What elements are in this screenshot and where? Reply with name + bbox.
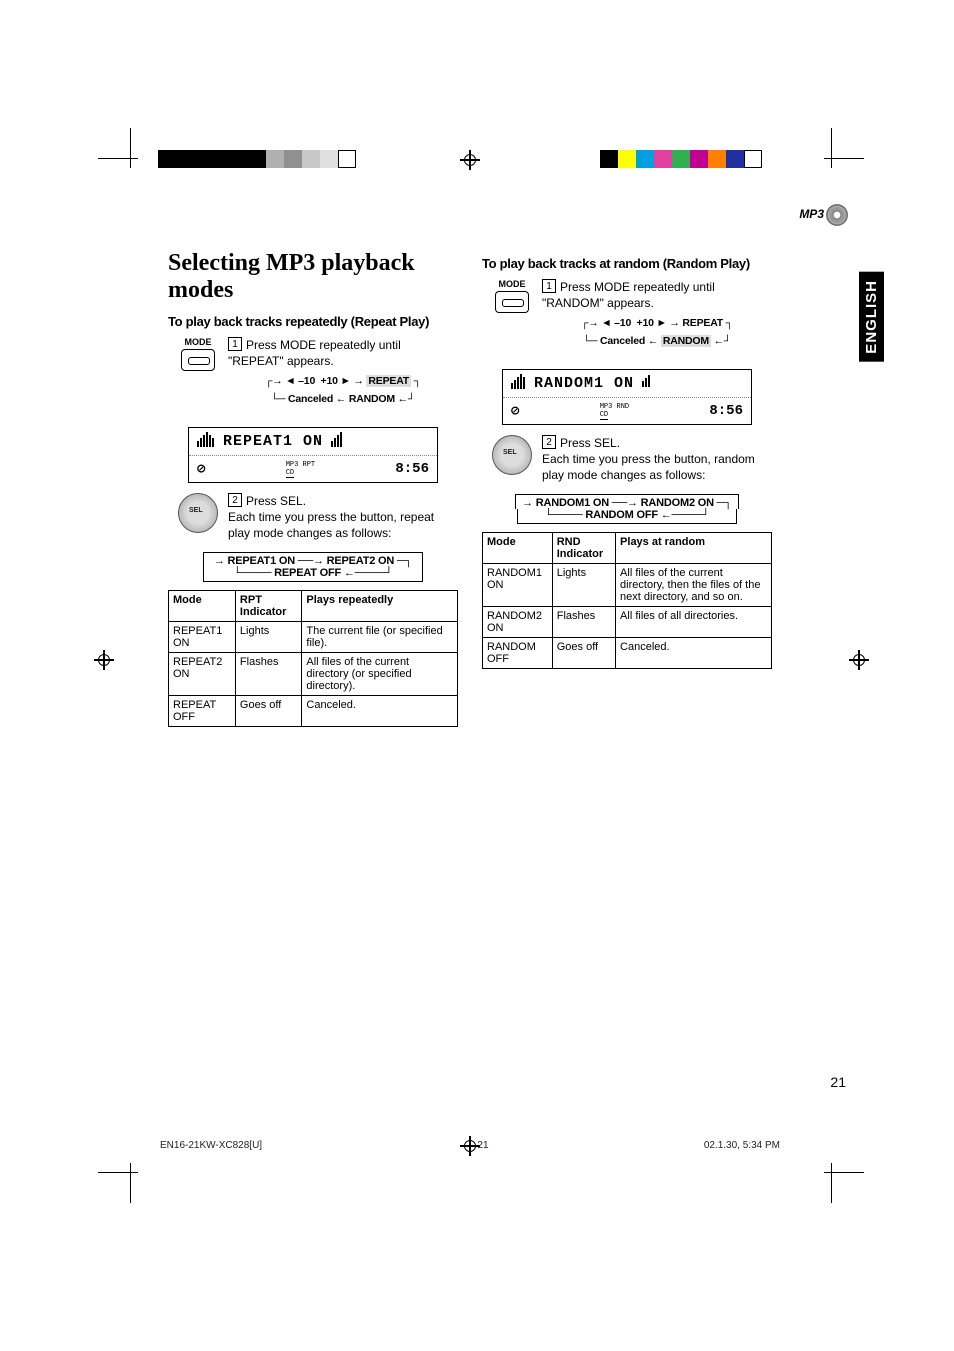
table-row: RANDOM2 ONFlashesAll files of all direct… [483,606,772,637]
mp3-badge: MP3 [799,204,848,226]
mode-button-graphic: MODE [482,279,542,313]
table-header: Mode [169,590,236,621]
random-heading: To play back tracks at random (Random Pl… [482,256,772,271]
repeat-heading: To play back tracks repeatedly (Repeat P… [168,314,458,329]
step-1: MODE 1Press MODE repeatedly until "RANDO… [482,279,772,361]
step-1-text: Press MODE repeatedly until "REPEAT" app… [228,338,401,368]
cycle-diagram: → REPEAT1 ON ──→ REPEAT2 ON ─┐ └──── REP… [168,552,458,582]
crosshair-icon [460,150,480,170]
crosshair-icon [94,650,114,670]
table-row: RANDOM OFFGoes offCanceled. [483,637,772,668]
step-2a-text: Press SEL. [560,436,620,450]
step-2b-text: Each time you press the button, repeat p… [228,510,434,540]
table-header: Plays at random [616,532,772,563]
step-number: 2 [228,493,242,507]
table-header: Plays repeatedly [302,590,458,621]
crosshair-icon [849,650,869,670]
footer-datetime: 02.1.30, 5:34 PM [704,1140,780,1151]
step-number: 1 [542,279,556,293]
step-1-text: Press MODE repeatedly until "RANDOM" app… [542,280,715,310]
flow-diagram: ┌→ ◄ –10 +10 ► → REPEAT ┐ └─ Canceled ← … [228,373,458,409]
left-column: Selecting MP3 playback modes To play bac… [168,250,458,727]
step-2: 2 Press SEL. Each time you press the butt… [168,493,458,542]
lcd-time: 8:56 [395,461,429,477]
lcd-display: RANDOM1 ON ⊘ MP3 RNDCD 8:56 [502,369,752,425]
flow-diagram: ┌→ ◄ –10 +10 ► → REPEAT ┐ └─ Canceled ← … [542,315,772,351]
table-row: REPEAT2 ONFlashesAll files of the curren… [169,652,458,695]
table-row: REPEAT1 ONLightsThe current file (or spe… [169,621,458,652]
trim-mark [130,1163,131,1203]
lcd-time: 8:56 [709,403,743,419]
disc-icon [826,204,848,226]
footer-doc: EN16-21KW-XC828[U] [160,1140,262,1151]
page-title: Selecting MP3 playback modes [168,250,458,304]
page-content: Selecting MP3 playback modes To play bac… [168,250,776,727]
cycle-diagram: → RANDOM1 ON ──→ RANDOM2 ON ─┐ └──── RAN… [482,494,772,524]
repeat-mode-table: ModeRPT IndicatorPlays repeatedly REPEAT… [168,590,458,727]
mp3-label: MP3 [799,207,824,221]
trim-mark [130,128,131,168]
mode-label: MODE [482,279,542,289]
page-number: 21 [830,1074,846,1090]
step-number: 2 [542,435,556,449]
footer-page: 21 [477,1140,488,1151]
trim-mark [98,158,138,159]
step-1: MODE 1Press MODE repeatedly until "REPEA… [168,337,458,419]
step-number: 1 [228,337,242,351]
table-header: RND Indicator [552,532,615,563]
table-header: RPT Indicator [235,590,301,621]
step-2b-text: Each time you press the button, random p… [542,452,755,482]
step-2: 2 Press SEL. Each time you press the butt… [482,435,772,484]
right-column: To play back tracks at random (Random Pl… [482,250,772,727]
lcd-display: REPEAT1 ON ⊘ MP3 RPTCD 8:56 [188,427,438,483]
lcd-text: RANDOM1 ON [534,375,634,392]
trim-mark [98,1172,138,1173]
trim-mark [831,1163,832,1203]
table-header: Mode [483,532,553,563]
step-2a-text: Press SEL. [246,494,306,508]
table-row: REPEAT OFFGoes offCanceled. [169,695,458,726]
sel-knob-graphic [482,435,542,475]
sel-knob-graphic [168,493,228,533]
trim-mark [824,158,864,159]
random-mode-table: ModeRND IndicatorPlays at random RANDOM1… [482,532,772,669]
footer: EN16-21KW-XC828[U] 21 02.1.30, 5:34 PM [160,1140,780,1151]
mode-label: MODE [168,337,228,347]
language-tab: ENGLISH [859,272,884,362]
trim-mark [831,128,832,168]
trim-mark [824,1172,864,1173]
mode-button-graphic: MODE [168,337,228,371]
table-row: RANDOM1 ONLightsAll files of the current… [483,563,772,606]
lcd-text: REPEAT1 ON [223,433,323,450]
